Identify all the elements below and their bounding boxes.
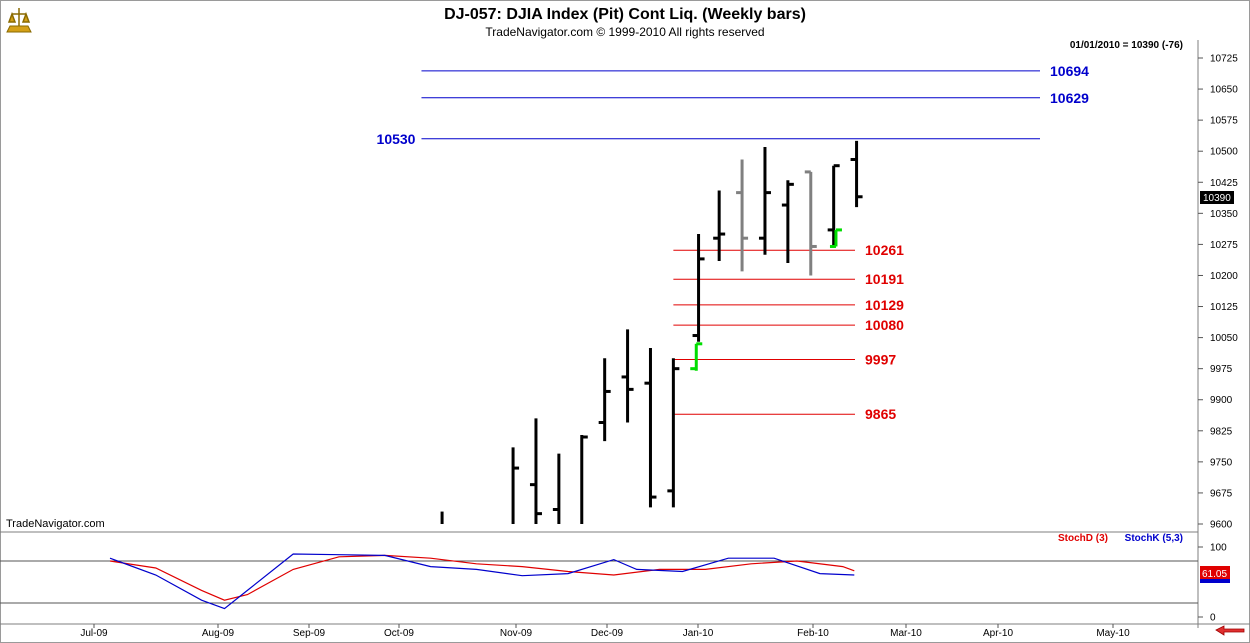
level-label: 10694: [1050, 63, 1089, 79]
time-axis-label: Dec-09: [591, 628, 624, 639]
chart-title: DJ-057: DJIA Index (Pit) Cont Liq. (Week…: [444, 6, 806, 23]
legend-stochd: StochD (3): [1058, 533, 1108, 544]
price-tick-label: 9600: [1210, 520, 1233, 531]
price-readout: 01/01/2010 = 10390 (-76): [1070, 40, 1183, 51]
price-tick-label: 9900: [1210, 395, 1233, 406]
level-label: 10191: [865, 271, 904, 287]
price-tick-label: 10425: [1210, 178, 1238, 189]
time-axis-label: Mar-10: [890, 628, 922, 639]
price-tick-label: 10050: [1210, 333, 1238, 344]
time-axis: Jul-09 Aug-09 Sep-09 Oct-09 Nov-09 Dec-09 Jan-…: [80, 624, 1130, 639]
time-axis-label: Jan-10: [683, 628, 714, 639]
price-tick-label: 10650: [1210, 85, 1238, 96]
price-tick-label: 9750: [1210, 457, 1233, 468]
time-axis-label: Apr-10: [983, 628, 1013, 639]
price-tick-label: 9975: [1210, 364, 1233, 375]
price-tick-label: 10575: [1210, 116, 1238, 127]
watermark: TradeNavigator.com: [6, 518, 105, 530]
time-axis-label: Jul-09: [80, 628, 108, 639]
price-tick-label: 10125: [1210, 302, 1238, 313]
chart-copyright: TradeNavigator.com © 1999-2010 All right…: [485, 25, 764, 39]
price-tick-label: 10200: [1210, 271, 1238, 282]
level-label: 10080: [865, 317, 904, 333]
scroll-left-arrow-icon[interactable]: [1215, 625, 1245, 636]
stoch-line-stochd: [109, 554, 855, 601]
stoch-tick-label: 100: [1210, 543, 1227, 554]
price-levels: 10694 10629 10530 10261 10191 10129 10080 9997 9…: [377, 63, 1090, 422]
price-tick-label: 9825: [1210, 426, 1233, 437]
price-tick-label: 10500: [1210, 147, 1238, 158]
stoch-tick-label: 0: [1210, 613, 1216, 624]
level-label: 10261: [865, 242, 904, 258]
price-bars: [440, 140, 863, 524]
time-axis-label: Sep-09: [293, 628, 326, 639]
price-tick-label: 10275: [1210, 240, 1238, 251]
level-label: 10530: [377, 131, 416, 147]
price-tick-label: 10350: [1210, 209, 1238, 220]
legend-stochk: StochK (5,3): [1125, 533, 1183, 544]
time-axis-label: Feb-10: [797, 628, 829, 639]
time-axis-label: Oct-09: [384, 628, 414, 639]
time-axis-label: May-10: [1096, 628, 1130, 639]
level-label: 9865: [865, 406, 896, 422]
time-axis-label: Nov-09: [500, 628, 533, 639]
level-label: 9997: [865, 352, 896, 368]
trade-navigator-logo-icon: [6, 8, 32, 33]
last-price-label: 10390: [1203, 193, 1231, 204]
price-axis: 10725 10650 10575 10500 10425 10350 10275 10200…: [1198, 54, 1238, 531]
level-label: 10129: [865, 297, 904, 313]
stochastic-panel: 100 0: [0, 543, 1227, 624]
stoch-last-value: 61.05: [1202, 569, 1227, 580]
time-axis-label: Aug-09: [202, 628, 235, 639]
last-price-badge: 10390: [1200, 191, 1234, 204]
price-tick-label: 9675: [1210, 488, 1233, 499]
level-label: 10629: [1050, 90, 1089, 106]
stoch-value-badge: 61.05: [1200, 566, 1230, 583]
stoch-line-stochk: [109, 553, 855, 610]
price-tick-label: 10725: [1210, 54, 1238, 65]
